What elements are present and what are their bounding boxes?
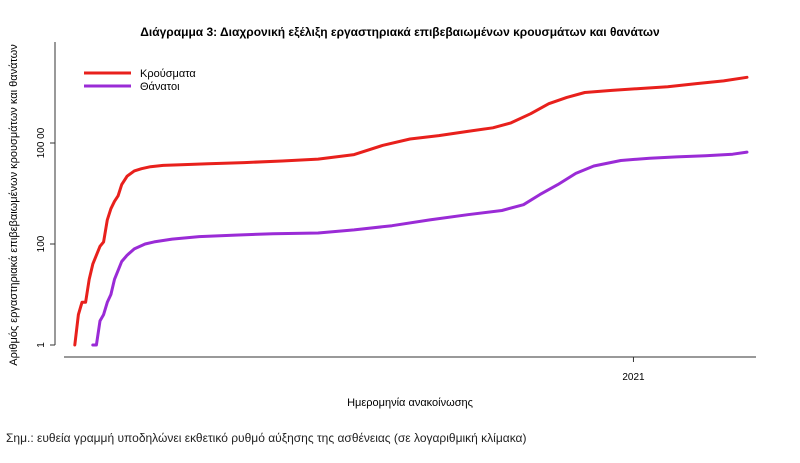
series-line-0 — [73, 75, 749, 347]
legend-label-0: Κρούσματα — [140, 68, 196, 80]
series-lines — [73, 75, 749, 347]
y-axis-ticks: 1 100 100 00 — [36, 127, 55, 348]
series-line-1 — [91, 150, 749, 347]
x-axis-label: Ημερομηνία ανακοίνωσης — [347, 397, 473, 409]
y-axis-label: Αριθμός εργαστηριακά επιβεβαιωμένων κρου… — [8, 44, 20, 366]
x-tick-label: 2021 — [622, 372, 645, 383]
y-tick-label: 100 — [36, 235, 47, 252]
legend-label-1: Θάνατοι — [140, 81, 180, 93]
chart-title: Διάγραμμα 3: Διαχρονική εξέλιξη εργαστηρ… — [140, 25, 660, 39]
x-axis-ticks: 2021 — [622, 357, 645, 383]
y-tick-label: 1 — [36, 342, 47, 348]
y-tick-label: 100 00 — [36, 127, 47, 158]
footnote: Σημ.: ευθεία γραμμή υποδηλώνει εκθετικό … — [6, 431, 527, 445]
